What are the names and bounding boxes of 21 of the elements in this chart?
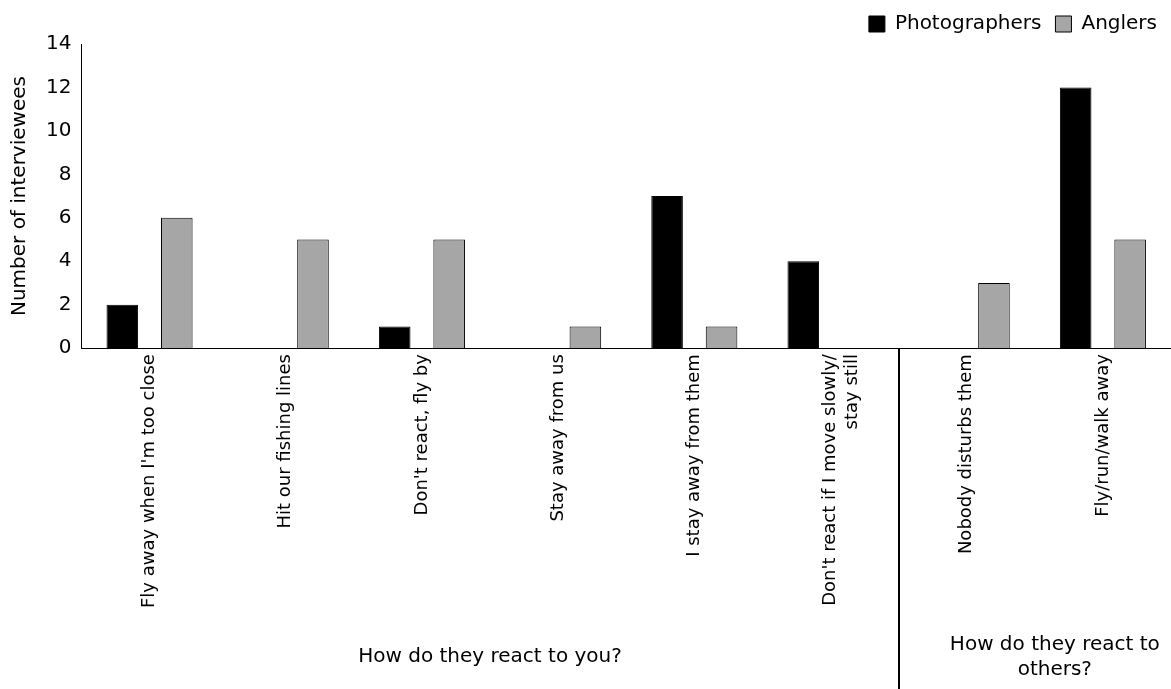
y-axis-title: Number of interviewees (6, 76, 31, 317)
x-tick-label: I stay away from them (681, 354, 703, 557)
legend-label: Anglers (1081, 10, 1158, 35)
text: How do they react to you? (358, 643, 622, 668)
legend-label: Photographers (894, 10, 1042, 35)
text: How do they react to others? (949, 631, 1160, 681)
x-tick-label: Fly away when I'm too close (137, 354, 159, 609)
y-tick-label: 0 (58, 334, 72, 359)
y-tick-label: 14 (46, 30, 72, 55)
x-tick-label: Fly/run/walk away (1090, 353, 1112, 517)
y-tick-label: 2 (58, 290, 72, 315)
x-tick-label: Don't react, fly by (409, 353, 431, 516)
y-tick-label: 6 (58, 203, 72, 228)
y-tick-label: 8 (58, 160, 72, 185)
x-tick-label: Hit our fishing lines (273, 354, 295, 529)
x-tick-label: Don't react if I move slowly/ stay still (818, 353, 861, 606)
y-tick-label: 4 (58, 247, 72, 272)
y-tick-label: 12 (46, 73, 72, 98)
x-tick-label: Nobody disturbs them (954, 354, 976, 555)
y-tick-label: 10 (46, 117, 72, 142)
x-tick-label: Stay away from us (545, 354, 567, 522)
